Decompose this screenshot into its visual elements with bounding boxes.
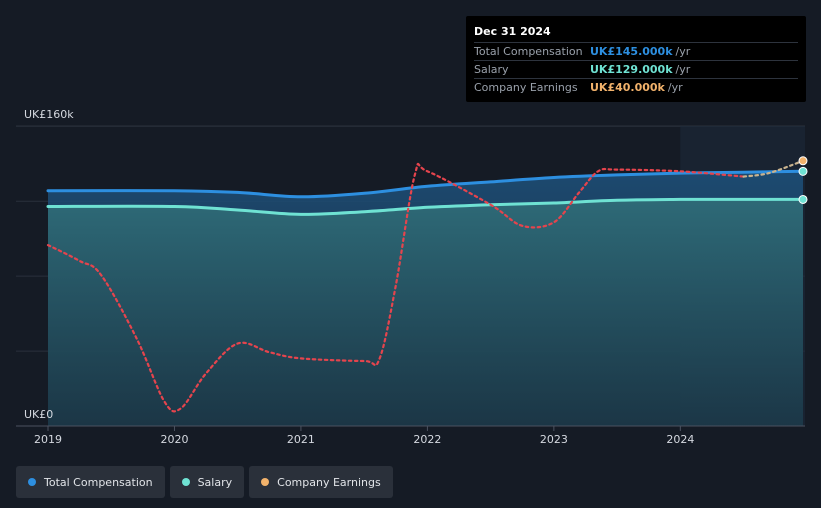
salary-line [46, 197, 805, 216]
tooltip-row-company-earnings: Company Earnings UK£40.000k /yr [474, 78, 798, 96]
x-tick-label: 2022 [413, 433, 441, 446]
x-tick-label: 2021 [287, 433, 315, 446]
tooltip-row-total-compensation: Total Compensation UK£145.000k /yr [474, 42, 798, 60]
tooltip-value: UK£129.000k [590, 63, 673, 76]
x-tick-label: 2020 [160, 433, 188, 446]
legend-item-salary[interactable]: Salary [169, 466, 245, 498]
legend-label: Salary [197, 475, 233, 489]
tooltip-label: Total Compensation [474, 45, 583, 58]
company-earnings-forecast-line [742, 159, 805, 178]
y-axis-label-top: UK£160k [24, 108, 74, 121]
legend-item-total-compensation[interactable]: Total Compensation [16, 466, 165, 498]
company-earnings-marker [798, 156, 808, 166]
legend-label: Company Earnings [277, 475, 381, 489]
x-tick-label: 2024 [666, 433, 694, 446]
x-tick-label: 2023 [540, 433, 568, 446]
tooltip-label: Salary [474, 63, 509, 76]
tooltip-value: UK£145.000k [590, 45, 673, 58]
x-tick-label: 2019 [34, 433, 62, 446]
legend-item-company-earnings[interactable]: Company Earnings [249, 466, 393, 498]
tooltip-unit: /yr [667, 81, 683, 94]
total-compensation-line [46, 169, 805, 199]
chart-legend: Total Compensation Salary Company Earnin… [16, 466, 393, 498]
total-compensation-marker [798, 166, 808, 176]
legend-dot-icon [28, 478, 36, 486]
legend-dot-icon [261, 478, 270, 486]
y-axis-label-bottom: UK£0 [24, 408, 53, 421]
salary-marker [798, 194, 808, 204]
tooltip-panel: Dec 31 2024 Total Compensation UK£145.00… [466, 16, 806, 102]
salary-area [48, 199, 803, 426]
tooltip-date: Dec 31 2024 [474, 25, 551, 38]
legend-dot-icon [181, 478, 190, 486]
company-earnings-line [46, 162, 745, 413]
tooltip-unit: /yr [675, 45, 691, 58]
tooltip-row-salary: Salary UK£129.000k /yr [474, 60, 798, 78]
tooltip-unit: /yr [675, 63, 691, 76]
legend-label: Total Compensation [44, 475, 153, 489]
compensation-chart: 2019 2020 2021 2022 2023 2024 UK£160k UK£0 [16, 108, 808, 446]
tooltip-label: Company Earnings [474, 81, 578, 94]
tooltip-value: UK£40.000k [590, 81, 665, 94]
